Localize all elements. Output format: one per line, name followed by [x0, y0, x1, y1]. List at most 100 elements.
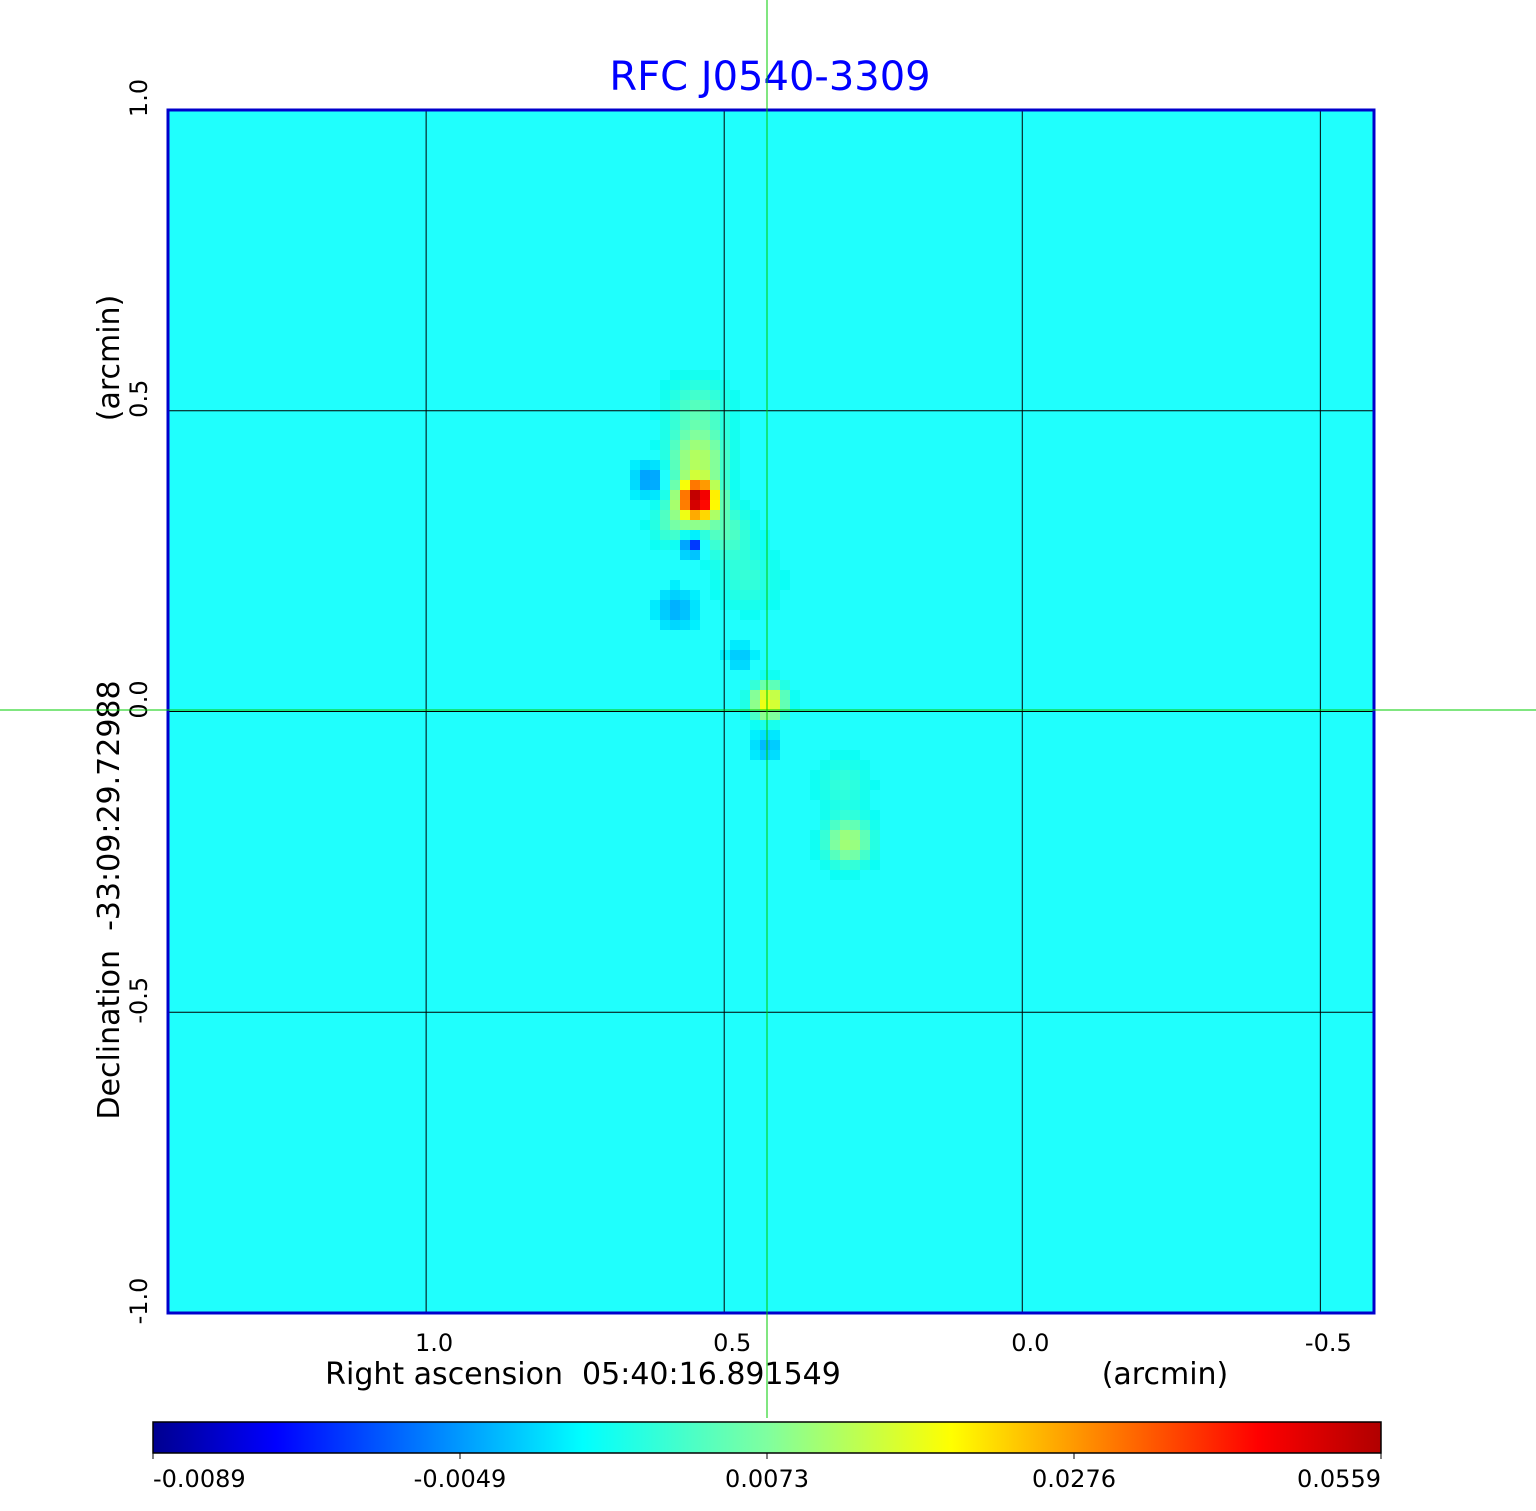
heatmap-cell	[670, 610, 680, 620]
heatmap-cell	[690, 600, 700, 610]
heatmap-cell	[710, 400, 720, 410]
heatmap-cell	[670, 500, 680, 510]
heatmap-cell	[690, 550, 700, 560]
heatmap-cell	[730, 560, 740, 570]
heatmap-cell	[750, 610, 760, 620]
heatmap-cell	[750, 510, 760, 520]
heatmap-cell	[740, 580, 750, 590]
heatmap-cell	[830, 760, 840, 770]
y-axis-unit: (arcmin)	[92, 295, 127, 422]
heatmap-cell	[770, 590, 780, 600]
heatmap-cell	[680, 590, 690, 600]
heatmap-cell	[650, 530, 660, 540]
heatmap-cell	[850, 810, 860, 820]
heatmap-cell	[730, 580, 740, 590]
heatmap-cell	[660, 400, 670, 410]
heatmap-cell	[660, 540, 670, 550]
heatmap-cell	[710, 370, 720, 380]
heatmap-cell	[740, 690, 750, 700]
x-tick-label: -0.5	[1305, 1329, 1352, 1357]
heatmap-cell	[770, 670, 780, 680]
heatmap-cell	[860, 760, 870, 770]
heatmap-cell	[680, 370, 690, 380]
heatmap-cell	[860, 800, 870, 810]
heatmap-cell	[650, 490, 660, 500]
heatmap-cell	[660, 390, 670, 400]
heatmap-cell	[640, 520, 650, 530]
heatmap-cell	[690, 510, 700, 520]
heatmap-cell	[770, 550, 780, 560]
heatmap-cell	[840, 850, 850, 860]
heatmap-cell	[700, 560, 710, 570]
heatmap-cell	[850, 800, 860, 810]
heatmap-cell	[760, 550, 770, 560]
heatmap-cell	[870, 780, 880, 790]
heatmap-cell	[650, 470, 660, 480]
heatmap-cell	[730, 570, 740, 580]
heatmap-cell	[700, 370, 710, 380]
heatmap-cell	[700, 450, 710, 460]
heatmap-cell	[820, 840, 830, 850]
heatmap-cell	[850, 860, 860, 870]
heatmap-cell	[760, 680, 770, 690]
heatmap-cell	[840, 840, 850, 850]
heatmap-cell	[680, 500, 690, 510]
heatmap-cell	[810, 780, 820, 790]
heatmap-cell	[720, 470, 730, 480]
heatmap-cell	[780, 570, 790, 580]
heatmap-cell	[630, 490, 640, 500]
heatmap-cell	[690, 540, 700, 550]
heatmap-cell	[730, 600, 740, 610]
heatmap-cell	[660, 590, 670, 600]
heatmap-cell	[840, 860, 850, 870]
heatmap-cell	[670, 440, 680, 450]
heatmap-cell	[850, 820, 860, 830]
heatmap-cell	[720, 410, 730, 420]
heatmap-cell	[690, 450, 700, 460]
heatmap-cell	[790, 700, 800, 710]
heatmap-cell	[720, 420, 730, 430]
heatmap-cell	[730, 660, 740, 670]
heatmap-cell	[670, 480, 680, 490]
heatmap-cell	[700, 520, 710, 530]
heatmap-cell	[850, 750, 860, 760]
heatmap-cell	[700, 400, 710, 410]
heatmap-cell	[760, 590, 770, 600]
heatmap-cell	[700, 420, 710, 430]
heatmap-cell	[840, 800, 850, 810]
heatmap-cell	[740, 650, 750, 660]
heatmap-cell	[760, 540, 770, 550]
heatmap-cell	[760, 690, 770, 700]
heatmap-cell	[840, 830, 850, 840]
y-tick-label: 0.0	[125, 680, 153, 718]
heatmap-cell	[840, 770, 850, 780]
heatmap-cell	[660, 600, 670, 610]
heatmap-cell	[730, 440, 740, 450]
x-tick-label: 1.0	[415, 1329, 453, 1357]
heatmap-cell	[850, 830, 860, 840]
heatmap-cell	[680, 510, 690, 520]
heatmap-cell	[750, 530, 760, 540]
heatmap-cell	[730, 510, 740, 520]
heatmap-cell	[650, 520, 660, 530]
heatmap-cell	[710, 440, 720, 450]
heatmap-cell	[690, 620, 700, 630]
heatmap-cell	[730, 430, 740, 440]
heatmap-cell	[630, 460, 640, 470]
heatmap-cell	[730, 450, 740, 460]
heatmap-cell	[710, 510, 720, 520]
heatmap-cell	[750, 710, 760, 720]
heatmap-cell	[700, 470, 710, 480]
heatmap-cell	[850, 780, 860, 790]
heatmap-cell	[670, 510, 680, 520]
heatmap-cell	[680, 410, 690, 420]
x-axis-unit: (arcmin)	[1102, 1357, 1229, 1392]
heatmap-cell	[760, 700, 770, 710]
heatmap-cell	[740, 540, 750, 550]
heatmap-cell	[680, 610, 690, 620]
heatmap-cell	[820, 820, 830, 830]
heatmap-cell	[770, 730, 780, 740]
heatmap-cell	[750, 560, 760, 570]
heatmap-cell	[830, 830, 840, 840]
heatmap-cell	[790, 690, 800, 700]
